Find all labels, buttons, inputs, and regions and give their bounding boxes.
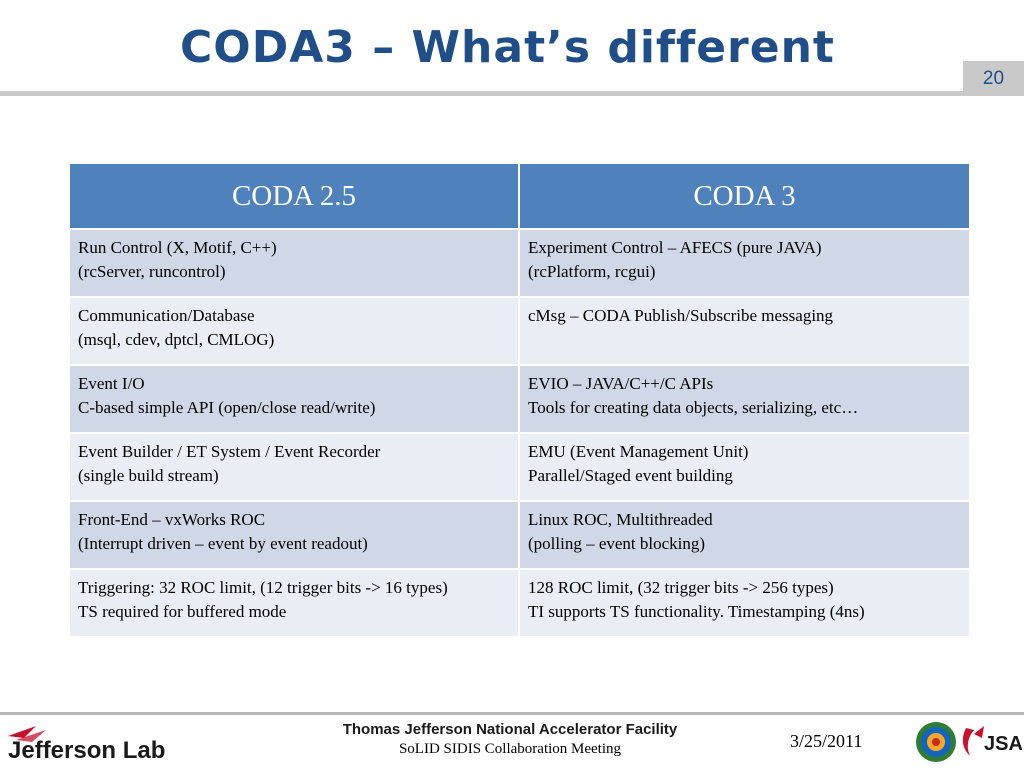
- cell-line: (rcPlatform, rcgui): [528, 262, 656, 281]
- cell-coda25: Run Control (X, Motif, C++) (rcServer, r…: [68, 228, 520, 298]
- footer-divider: [0, 712, 1024, 715]
- cell-coda3: Experiment Control – AFECS (pure JAVA) (…: [518, 228, 971, 298]
- cell-coda25: Communication/Database (msql, cdev, dptc…: [68, 296, 520, 366]
- title-divider: [0, 91, 963, 96]
- header-coda25: CODA 2.5: [68, 162, 520, 230]
- slide-title: CODA3 – What’s different: [180, 22, 835, 73]
- slide-number: 20: [963, 61, 1024, 96]
- table-row: Run Control (X, Motif, C++) (rcServer, r…: [68, 228, 971, 298]
- cell-line: (single build stream): [78, 466, 219, 485]
- cell-line: Event I/O: [78, 374, 145, 393]
- cell-line: C-based simple API (open/close read/writ…: [78, 398, 376, 417]
- facility-name: Thomas Jefferson National Accelerator Fa…: [342, 721, 678, 738]
- cell-coda3: EMU (Event Management Unit) Parallel/Sta…: [518, 432, 971, 502]
- table-row: Triggering: 32 ROC limit, (12 trigger bi…: [68, 568, 971, 638]
- table-row: Communication/Database (msql, cdev, dptc…: [68, 296, 971, 366]
- cell-line: EVIO – JAVA/C++/C APIs: [528, 374, 714, 393]
- footer-center: Thomas Jefferson National Accelerator Fa…: [300, 720, 720, 758]
- cell-line: Tools for creating data objects, seriali…: [528, 398, 859, 417]
- cell-line: (polling – event blocking): [528, 534, 706, 553]
- logo-text: Jefferson Lab: [8, 737, 165, 764]
- table-row: Event I/O C-based simple API (open/close…: [68, 364, 971, 434]
- header-coda3: CODA 3: [518, 162, 971, 230]
- jefferson-lab-logo: Jefferson Lab: [8, 726, 165, 764]
- cell-coda3: EVIO – JAVA/C++/C APIs Tools for creatin…: [518, 364, 971, 434]
- cell-coda3: Linux ROC, Multithreaded (polling – even…: [518, 500, 971, 570]
- cell-line: TI supports TS functionality. Timestampi…: [528, 602, 865, 621]
- cell-coda25: Triggering: 32 ROC limit, (12 trigger bi…: [68, 568, 520, 638]
- cell-line: Linux ROC, Multithreaded: [528, 510, 713, 529]
- cell-line: Experiment Control – AFECS (pure JAVA): [528, 238, 822, 257]
- cell-coda3: cMsg – CODA Publish/Subscribe messaging: [518, 296, 971, 366]
- cell-coda3: 128 ROC limit, (32 trigger bits -> 256 t…: [518, 568, 971, 638]
- cell-line: 128 ROC limit, (32 trigger bits -> 256 t…: [528, 578, 834, 597]
- table-row: Event Builder / ET System / Event Record…: [68, 432, 971, 502]
- cell-line: Communication/Database: [78, 306, 255, 325]
- cell-line: Triggering: 32 ROC limit, (12 trigger bi…: [78, 578, 448, 597]
- cell-line: (Interrupt driven – event by event reado…: [78, 534, 368, 553]
- cell-coda25: Event Builder / ET System / Event Record…: [68, 432, 520, 502]
- cell-line: TS required for buffered mode: [78, 602, 287, 621]
- cell-line: (rcServer, runcontrol): [78, 262, 226, 281]
- cell-coda25: Front-End – vxWorks ROC (Interrupt drive…: [68, 500, 520, 570]
- cell-coda25: Event I/O C-based simple API (open/close…: [68, 364, 520, 434]
- cell-line: EMU (Event Management Unit): [528, 442, 749, 461]
- jsa-logo: JSA: [962, 726, 1022, 756]
- footer-date: 3/25/2011: [790, 731, 863, 751]
- comparison-table: CODA 2.5 CODA 3 Run Control (X, Motif, C…: [68, 162, 971, 638]
- jsa-text: JSA: [984, 733, 1022, 755]
- cell-line: Event Builder / ET System / Event Record…: [78, 442, 381, 461]
- cell-line: Parallel/Staged event building: [528, 466, 733, 485]
- doe-seal-icon: [916, 722, 956, 762]
- cell-line: Front-End – vxWorks ROC: [78, 510, 266, 529]
- table-header-row: CODA 2.5 CODA 3: [68, 162, 971, 230]
- meeting-name: SoLID SIDIS Collaboration Meeting: [398, 741, 622, 757]
- cell-line: cMsg – CODA Publish/Subscribe messaging: [528, 306, 834, 325]
- table-row: Front-End – vxWorks ROC (Interrupt drive…: [68, 500, 971, 570]
- cell-line: (msql, cdev, dptcl, CMLOG): [78, 330, 275, 349]
- cell-line: Run Control (X, Motif, C++): [78, 238, 277, 257]
